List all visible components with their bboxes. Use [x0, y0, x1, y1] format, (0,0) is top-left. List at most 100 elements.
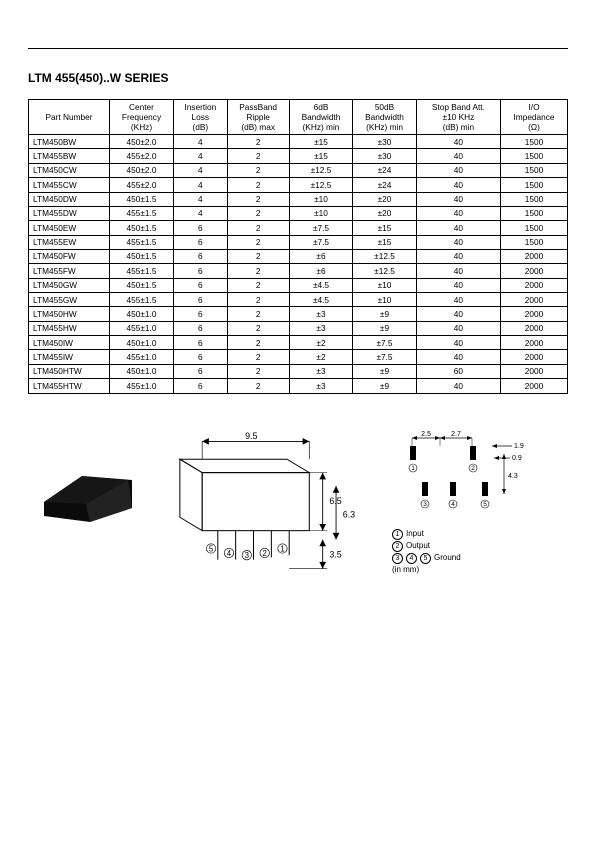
table-cell: 40: [416, 206, 500, 220]
page-title: LTM 455(450)..W SERIES: [28, 71, 568, 85]
page: LTM 455(450)..W SERIES Part NumberCenter…: [0, 0, 596, 842]
table-cell: LTM455CW: [29, 178, 110, 192]
table-cell: 450±1.5: [109, 192, 173, 206]
table-cell: ±7.5: [289, 235, 353, 249]
table-row: LTM450CW450±2.042±12.5±24401500: [29, 163, 568, 177]
svg-text:3: 3: [245, 551, 249, 560]
table-header-cell: 6dBBandwidth(KHz) min: [289, 100, 353, 135]
table-cell: 455±1.5: [109, 293, 173, 307]
table-cell: LTM450IW: [29, 336, 110, 350]
svg-text:5: 5: [483, 501, 487, 508]
table-cell: 1500: [501, 206, 568, 220]
table-cell: 2000: [501, 249, 568, 263]
table-row: LTM450BW450±2.042±15±30401500: [29, 135, 568, 149]
table-cell: 2: [227, 135, 289, 149]
table-cell: LTM450HTW: [29, 364, 110, 378]
table-cell: 2: [227, 321, 289, 335]
table-cell: 6: [174, 336, 227, 350]
svg-text:5: 5: [209, 544, 214, 553]
table-cell: 6: [174, 278, 227, 292]
table-cell: ±15: [353, 235, 417, 249]
table-cell: ±9: [353, 364, 417, 378]
table-header-cell: PassBandRipple(dB) max: [227, 100, 289, 135]
svg-text:2: 2: [471, 465, 475, 472]
table-cell: 2: [227, 364, 289, 378]
table-cell: 4: [174, 192, 227, 206]
table-cell: 2000: [501, 278, 568, 292]
table-cell: ±12.5: [353, 249, 417, 263]
table-cell: 1500: [501, 192, 568, 206]
top-rule: [28, 48, 568, 49]
table-header-cell: InsertionLoss(dB): [174, 100, 227, 135]
table-cell: 6: [174, 293, 227, 307]
table-cell: 450±2.0: [109, 163, 173, 177]
table-cell: ±9: [353, 307, 417, 321]
table-cell: 2000: [501, 364, 568, 378]
table-cell: 4: [174, 135, 227, 149]
legend-input: Input: [406, 529, 424, 538]
table-cell: 455±1.0: [109, 321, 173, 335]
component-photo: [34, 456, 144, 526]
table-row: LTM455EW455±1.562±7.5±15401500: [29, 235, 568, 249]
table-cell: ±9: [353, 379, 417, 393]
table-cell: LTM450HW: [29, 307, 110, 321]
table-cell: 4: [174, 178, 227, 192]
table-cell: 2: [227, 206, 289, 220]
table-cell: 6: [174, 364, 227, 378]
table-cell: 455±1.0: [109, 379, 173, 393]
table-row: LTM450HW450±1.062±3±9402000: [29, 307, 568, 321]
table-cell: 455±1.0: [109, 350, 173, 364]
table-cell: 450±1.0: [109, 364, 173, 378]
table-cell: ±10: [289, 206, 353, 220]
dim-body-w: 9.5: [245, 431, 257, 441]
table-cell: 60: [416, 364, 500, 378]
pin-dim-4: 0.9: [512, 455, 522, 462]
svg-text:4: 4: [451, 501, 455, 508]
table-header-cell: Part Number: [29, 100, 110, 135]
table-cell: 450±1.0: [109, 307, 173, 321]
table-row: LTM455FW455±1.562±6±12.5402000: [29, 264, 568, 278]
table-cell: 2000: [501, 336, 568, 350]
table-cell: 2: [227, 264, 289, 278]
table-cell: 455±2.0: [109, 149, 173, 163]
table-cell: 2: [227, 336, 289, 350]
dim-body-d: 6.3: [343, 509, 355, 519]
table-cell: 40: [416, 264, 500, 278]
table-cell: 6: [174, 321, 227, 335]
table-cell: LTM455FW: [29, 264, 110, 278]
table-cell: ±7.5: [289, 221, 353, 235]
table-cell: 2000: [501, 321, 568, 335]
table-cell: LTM450BW: [29, 135, 110, 149]
table-cell: 40: [416, 321, 500, 335]
pin-dim-2: 2.7: [451, 431, 461, 438]
table-cell: LTM450FW: [29, 249, 110, 263]
table-cell: 40: [416, 163, 500, 177]
svg-text:1: 1: [280, 544, 284, 553]
table-cell: LTM455DW: [29, 206, 110, 220]
table-cell: LTM450CW: [29, 163, 110, 177]
table-cell: 1500: [501, 178, 568, 192]
table-cell: 2: [227, 278, 289, 292]
table-cell: ±24: [353, 178, 417, 192]
table-cell: ±3: [289, 321, 353, 335]
table-cell: 6: [174, 379, 227, 393]
table-cell: 4: [174, 163, 227, 177]
table-cell: 40: [416, 350, 500, 364]
table-cell: 2: [227, 249, 289, 263]
pin-legend: 1Input 2Output 345Ground (in mm): [392, 528, 562, 576]
table-cell: ±12.5: [289, 178, 353, 192]
legend-output: Output: [406, 541, 430, 550]
table-cell: 6: [174, 264, 227, 278]
table-cell: 6: [174, 249, 227, 263]
table-cell: 4: [174, 206, 227, 220]
table-cell: 455±1.5: [109, 206, 173, 220]
table-cell: 40: [416, 149, 500, 163]
table-cell: 2: [227, 178, 289, 192]
table-cell: LTM455BW: [29, 149, 110, 163]
table-row: LTM450IW450±1.062±2±7.5402000: [29, 336, 568, 350]
svg-text:2: 2: [262, 548, 266, 557]
table-cell: 2: [227, 192, 289, 206]
table-cell: 450±1.0: [109, 336, 173, 350]
table-cell: 2: [227, 163, 289, 177]
table-cell: 2: [227, 307, 289, 321]
